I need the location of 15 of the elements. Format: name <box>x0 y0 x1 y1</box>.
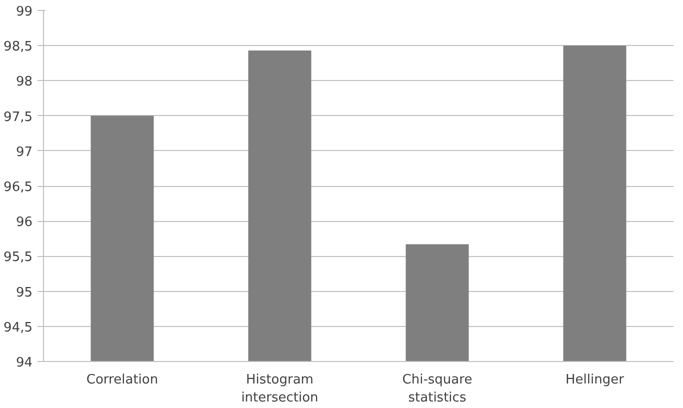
x-tick-label: Histogram intersection <box>241 372 318 406</box>
y-tick-label: 97 <box>16 144 33 160</box>
y-tick-label: 95,5 <box>4 250 33 266</box>
y-tick-label: 98 <box>16 74 33 90</box>
y-tick-label: 96,5 <box>4 180 33 195</box>
y-tick-label: 96 <box>16 215 33 230</box>
y-tick-label: 98,5 <box>4 40 33 55</box>
y-tick-label: 99 <box>16 4 33 20</box>
x-tick-label: Correlation <box>86 372 158 388</box>
x-tick-label: Hellinger <box>566 372 625 388</box>
y-tick-label: 95 <box>16 285 33 300</box>
y-tick-label: 97,5 <box>4 110 33 125</box>
y-tick-label: 94 <box>16 356 33 370</box>
x-tick-label: Chi-square statistics <box>402 372 472 406</box>
y-tick-label: 94,5 <box>4 320 33 336</box>
